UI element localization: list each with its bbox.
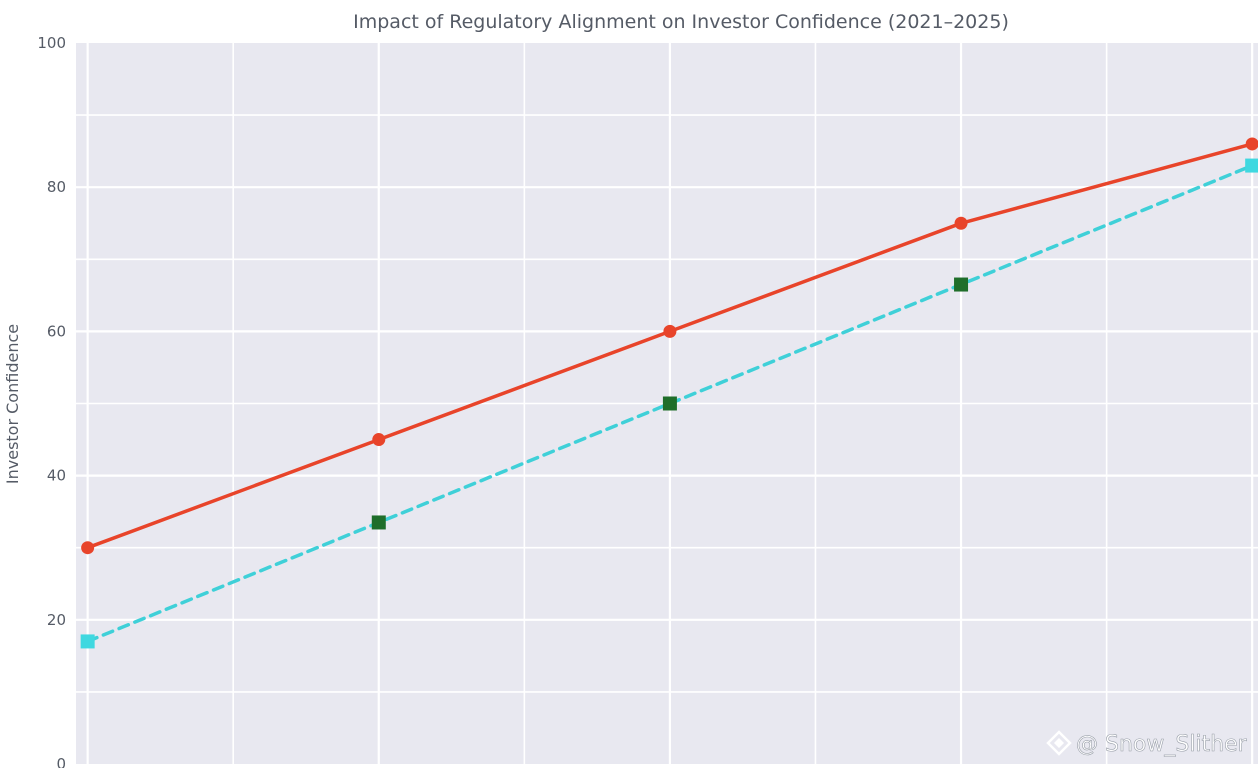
data-point: [954, 277, 969, 292]
data-point: [662, 396, 677, 411]
data-point: [372, 433, 386, 447]
data-point: [663, 324, 677, 338]
data-point: [1245, 137, 1258, 151]
y-axis-ticks: 0 20 40 60 80 100: [37, 34, 66, 768]
watermark-text: @ Snow_Slither: [1076, 732, 1248, 757]
series-2: [80, 158, 1258, 649]
grid: [76, 43, 1258, 764]
data-point: [954, 216, 968, 230]
series-layer: [80, 137, 1258, 649]
series-1: [81, 137, 1258, 555]
y-tick-label: 0: [56, 755, 66, 768]
data-point: [81, 541, 95, 555]
y-tick-label: 80: [47, 178, 66, 196]
watermark: @ Snow_Slither: [1046, 730, 1248, 757]
diamond-logo-icon: [1046, 730, 1072, 756]
y-tick-label: 20: [47, 611, 66, 629]
y-tick-label: 60: [47, 322, 66, 340]
y-axis-label: Investor Confidence: [3, 324, 22, 484]
data-point: [371, 515, 386, 530]
y-tick-label: 40: [47, 467, 66, 485]
y-tick-label: 100: [37, 34, 66, 52]
chart-title: Impact of Regulatory Alignment on Invest…: [353, 11, 1009, 33]
data-point: [80, 634, 95, 649]
data-point: [1245, 158, 1258, 173]
